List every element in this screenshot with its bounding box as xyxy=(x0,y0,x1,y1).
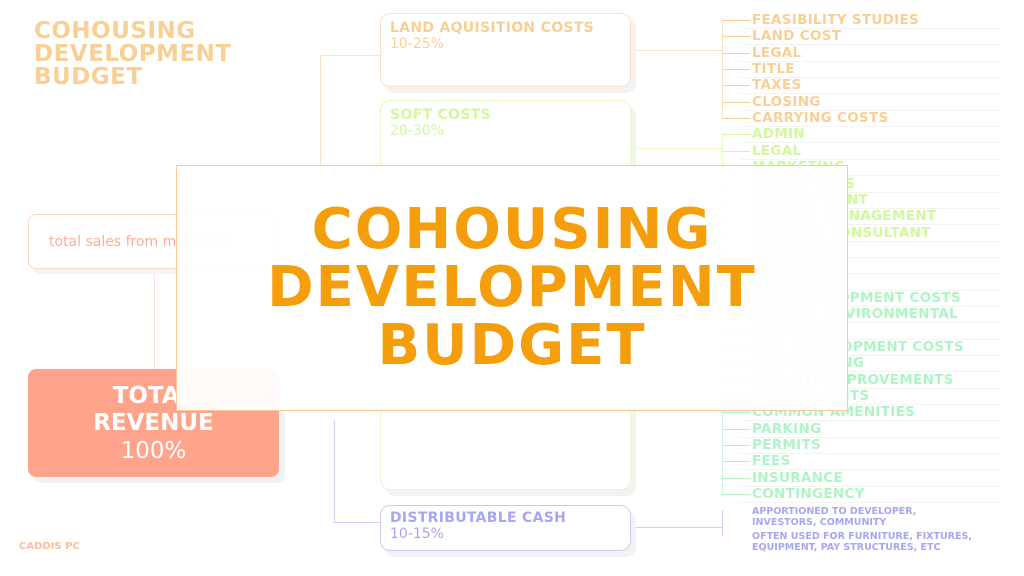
item-divider xyxy=(740,44,1000,46)
item-connector xyxy=(722,412,750,414)
title-line: COHOUSING xyxy=(34,18,196,44)
item-divider xyxy=(740,93,1000,95)
item-divider xyxy=(740,126,1000,128)
item-divider xyxy=(740,485,1000,487)
item-connector xyxy=(722,118,750,120)
item-divider xyxy=(740,289,1000,291)
connector xyxy=(320,55,321,215)
cost-item: CLOSING xyxy=(752,93,821,110)
connector xyxy=(722,20,723,118)
overlay-title-line: COHOUSING xyxy=(311,197,713,262)
cost-item: TAXES xyxy=(752,77,802,94)
item-connector xyxy=(722,36,750,38)
item-divider xyxy=(740,469,1000,471)
item-divider xyxy=(740,453,1000,455)
overlay-title-line: DEVELOPMENT xyxy=(267,255,757,320)
connector xyxy=(630,527,722,528)
revenue-label: REVENUE xyxy=(93,410,214,436)
item-divider xyxy=(740,436,1000,438)
item-connector xyxy=(722,101,750,103)
category-range: 10-15% xyxy=(390,526,444,542)
item-divider xyxy=(740,28,1000,29)
item-connector xyxy=(722,150,750,152)
item-divider xyxy=(740,109,1000,111)
item-divider xyxy=(740,175,1000,177)
category-name: LAND AQUISITION COSTS xyxy=(390,20,595,36)
item-connector xyxy=(722,85,750,87)
item-divider xyxy=(740,305,1000,307)
cost-item: LEGAL xyxy=(752,142,802,159)
item-divider xyxy=(740,256,1000,258)
title-line: BUDGET xyxy=(34,64,143,90)
category-name: SOFT COSTS xyxy=(390,107,491,123)
item-divider xyxy=(740,77,1000,79)
item-divider xyxy=(740,371,1000,373)
connector xyxy=(334,420,335,522)
connector xyxy=(630,50,722,51)
cost-item: PARKING xyxy=(752,420,822,437)
cost-item: PERMITS xyxy=(752,437,822,454)
item-divider xyxy=(740,338,1000,340)
item-divider xyxy=(740,502,1000,504)
cost-item: TITLE xyxy=(752,61,795,78)
item-divider xyxy=(740,355,1000,356)
cash-note: OFTEN USED FOR FURNITURE, FIXTURES, EQUIP… xyxy=(752,531,972,553)
item-connector xyxy=(722,445,750,447)
item-divider xyxy=(740,158,1000,160)
item-divider xyxy=(740,191,1000,193)
category-name: DISTRIBUTABLE CASH xyxy=(390,510,567,526)
item-divider xyxy=(740,142,1000,144)
title-overlay: COHOUSING DEVELOPMENT BUDGET xyxy=(176,165,848,411)
item-connector xyxy=(722,52,750,54)
item-divider xyxy=(740,207,1000,209)
item-divider xyxy=(740,420,1000,422)
connector xyxy=(334,522,380,523)
item-divider xyxy=(740,240,1000,242)
cost-item: INSURANCE xyxy=(752,469,843,486)
cost-item: ADMIN xyxy=(752,126,805,143)
category-range: 10-25% xyxy=(390,36,444,52)
title-line: DEVELOPMENT xyxy=(34,41,232,67)
category-land: LAND AQUISITION COSTS 10-25% xyxy=(380,13,631,87)
cost-item: LEGAL xyxy=(752,44,802,61)
item-divider xyxy=(740,404,1000,406)
item-connector xyxy=(722,477,750,479)
cost-item: FEASIBILITY STUDIES xyxy=(752,12,920,28)
connector xyxy=(154,269,155,369)
item-connector xyxy=(722,134,750,136)
credit-label: CADDIS PC xyxy=(19,541,80,552)
item-divider xyxy=(740,224,1000,226)
cost-item: FEES xyxy=(752,453,791,470)
cash-note: APPORTIONED TO DEVELOPER, INVESTORS, COMM… xyxy=(752,506,917,528)
background-title: COHOUSING DEVELOPMENT BUDGET xyxy=(34,20,232,89)
item-divider xyxy=(740,273,1000,275)
item-connector xyxy=(722,20,750,21)
item-connector xyxy=(722,69,750,71)
cost-item: CONTINGENCY xyxy=(752,486,865,503)
overlay-title-line: BUDGET xyxy=(377,313,647,378)
cost-item: CARRYING COSTS xyxy=(752,110,889,127)
item-divider xyxy=(740,322,1000,324)
category-range: 20-30% xyxy=(390,123,444,139)
item-connector xyxy=(722,494,750,496)
item-divider xyxy=(740,60,1000,62)
connector xyxy=(320,55,380,56)
category-cash: DISTRIBUTABLE CASH 10-15% xyxy=(380,505,631,551)
cost-item: LAND COST xyxy=(752,28,842,45)
connector xyxy=(630,148,722,149)
item-connector xyxy=(722,461,750,463)
item-divider xyxy=(740,387,1000,389)
item-connector xyxy=(722,428,750,430)
revenue-percent: 100% xyxy=(120,438,187,464)
connector xyxy=(722,510,723,536)
